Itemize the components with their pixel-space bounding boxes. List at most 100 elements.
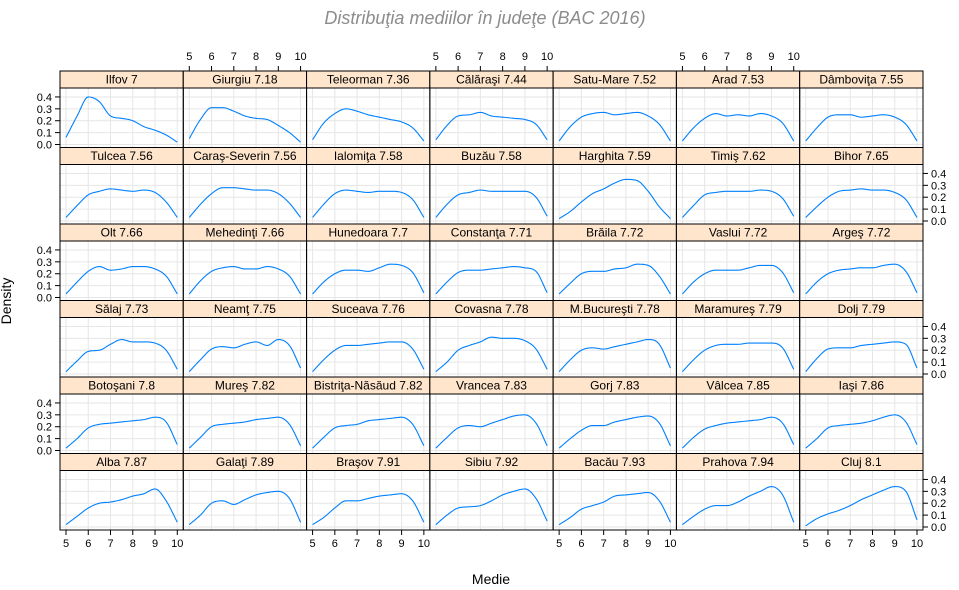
x-tick-label: 6 [85,538,91,550]
x-tick-label: 8 [130,538,136,550]
x-tick-label: 9 [522,51,528,63]
panel-strip-label: Ilfov 7 [106,73,138,87]
density-line [805,188,918,218]
panel: Tulcea 7.56 [59,147,184,225]
panel: Mehedinţi 7.66 [182,223,308,301]
panel: M.Bucureşti 7.78 [552,300,677,378]
panel-strip-label: Cluj 8.1 [841,455,882,469]
density-line [188,187,302,218]
density-line [65,488,178,526]
x-tick-label: 5 [803,538,809,550]
y-tick-label: 0.3 [37,257,52,269]
density-line [558,263,671,295]
panel: Maramureş 7.79 [675,300,801,378]
x-tick-label: 6 [825,538,831,550]
density-line [188,416,302,449]
panel: Mureş 7.82 [182,376,308,454]
panel-strip-label: Hunedoara 7.7 [329,226,409,240]
panel: Iaşi 7.86 [799,376,924,454]
panel: Brăila 7.72 [552,223,677,301]
density-line [312,108,425,142]
panel: Hunedoara 7.7 [306,223,431,301]
panel-strip-label: Botoşani 7.8 [88,379,155,393]
y-tick-label: 0.3 [931,486,946,498]
panel-strip-label: Vâlcea 7.85 [706,379,770,393]
x-tick-label: 9 [152,538,158,550]
panel: Bihor 7.65 0.00.10.20.30.4 [799,147,946,228]
panel-strip-label: Sălaj 7.73 [95,302,149,316]
panel-strip-label: Ialomiţa 7.58 [334,149,403,163]
panel: Satu-Mare 7.52 [552,70,677,148]
panel: Cluj 8.1 5 6 7 8 9 10 0.00.10.20.30.4 [799,453,946,550]
panel-strip-label: Vaslui 7.72 [709,226,768,240]
density-line [558,111,671,142]
y-tick-label: 0.2 [931,192,946,204]
x-tick-label: 5 [679,51,685,63]
y-tick-label: 0.2 [37,269,52,281]
density-line [435,414,548,449]
panel: Dâmboviţa 7.55 [799,70,924,148]
y-tick-label: 0.0 [931,369,946,381]
y-axis-title: Density [0,278,14,325]
panel: Constanţa 7.71 [429,223,554,301]
panel-grid: Alba 7.87 5 6 7 8 9 10 Galaţi 7.89 Braşov 7.91 5 6… [37,51,947,550]
y-tick-label: 0.0 [931,522,946,534]
panel-strip-label: Brăila 7.72 [586,226,644,240]
panel-strip-label: Alba 7.87 [96,455,147,469]
x-tick-label: 5 [556,538,562,550]
panel-strip-label: Mureş 7.82 [215,379,275,393]
density-line [65,416,178,449]
x-tick-label: 10 [171,538,183,550]
panel-strip-label: Neamţ 7.75 [214,302,276,316]
panel-strip-label: Olt 7.66 [101,226,143,240]
x-tick-label: 8 [746,51,752,63]
panel-strip-label: Dâmboviţa 7.55 [819,73,903,87]
density-line [682,189,795,218]
x-tick-label: 5 [63,538,69,550]
density-line [682,113,795,142]
x-tick-label: 5 [186,51,192,63]
density-line [312,263,425,295]
panel-strip-label: Mehedinţi 7.66 [206,226,285,240]
x-tick-label: 7 [847,538,853,550]
x-tick-label: 5 [310,538,316,550]
panel-strip-label: Arad 7.53 [712,73,764,87]
density-line [558,178,671,220]
density-line [312,341,425,372]
y-tick-label: 0.1 [931,204,946,216]
x-tick-label: 10 [788,51,800,63]
y-tick-label: 0.0 [37,140,52,152]
y-tick-label: 0.4 [931,321,946,333]
x-tick-label: 10 [664,538,676,550]
y-tick-label: 0.4 [931,474,946,486]
y-tick-label: 0.0 [37,446,52,458]
density-line [682,416,795,449]
x-tick-label: 9 [399,538,405,550]
y-tick-label: 0.1 [931,510,946,522]
panel-strip [799,70,924,89]
density-line [805,414,918,449]
panel: Olt 7.66 0.00.10.20.30.4 [37,223,184,305]
panel: Ialomiţa 7.58 [306,147,431,225]
panel-strip-label: Caraş-Severin 7.56 [193,149,297,163]
y-tick-label: 0.4 [931,168,946,180]
panel-strip-label: Iaşi 7.86 [839,379,885,393]
panel: Braşov 7.91 5 6 7 8 9 10 [306,453,431,550]
x-tick-label: 8 [869,538,875,550]
density-line [65,96,178,143]
chart-title: Distribuţia mediilor în judeţe (BAC 2016… [324,8,645,28]
panel-strip-label: Suceava 7.76 [332,302,406,316]
panel-strip-label: Covasna 7.78 [454,302,528,316]
y-tick-label: 0.3 [37,104,52,116]
panel-strip-label: Vrancea 7.83 [456,379,527,393]
y-tick-label: 0.1 [37,281,52,293]
x-tick-label: 9 [768,51,774,63]
panel-strip-label: Bihor 7.65 [834,149,889,163]
density-line [188,338,302,372]
y-tick-label: 0.3 [931,333,946,345]
x-tick-label: 10 [911,538,923,550]
density-line [65,338,178,373]
x-axis-title: Medie [472,571,510,587]
density-line [435,488,548,526]
x-tick-label: 9 [645,538,651,550]
